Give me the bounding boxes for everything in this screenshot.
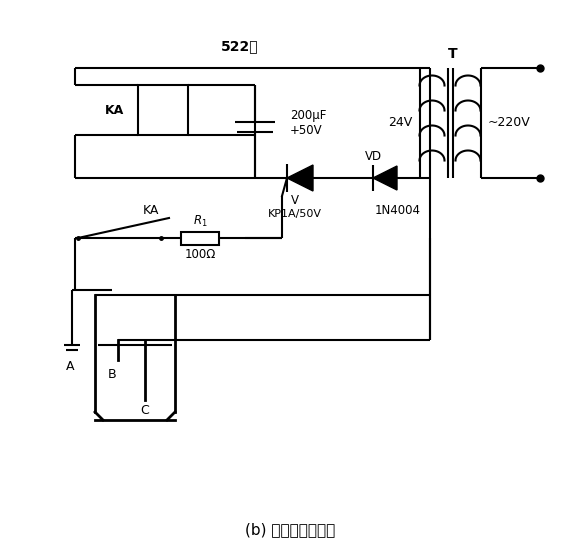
Bar <box>181 231 219 244</box>
Polygon shape <box>287 165 313 191</box>
Text: KA: KA <box>105 104 124 117</box>
Text: C: C <box>140 403 149 416</box>
Text: ~220V: ~220V <box>488 117 531 129</box>
Text: T: T <box>448 47 458 61</box>
Text: A: A <box>66 361 74 374</box>
Text: $R_1$: $R_1$ <box>193 214 207 229</box>
Text: 522型: 522型 <box>221 39 259 53</box>
Text: KP1A/50V: KP1A/50V <box>268 209 322 219</box>
Text: 1N4004: 1N4004 <box>375 203 421 216</box>
Text: VD: VD <box>365 150 382 163</box>
Text: KA: KA <box>143 203 159 216</box>
Text: B: B <box>108 368 117 381</box>
Text: (b) 晶闸管电路部分: (b) 晶闸管电路部分 <box>245 522 335 538</box>
Text: V: V <box>291 193 299 207</box>
Polygon shape <box>373 166 397 190</box>
Bar <box>138 85 188 135</box>
Text: 100Ω: 100Ω <box>184 248 216 261</box>
Text: 24V: 24V <box>388 117 412 129</box>
Text: 200μF
+50V: 200μF +50V <box>290 109 327 137</box>
